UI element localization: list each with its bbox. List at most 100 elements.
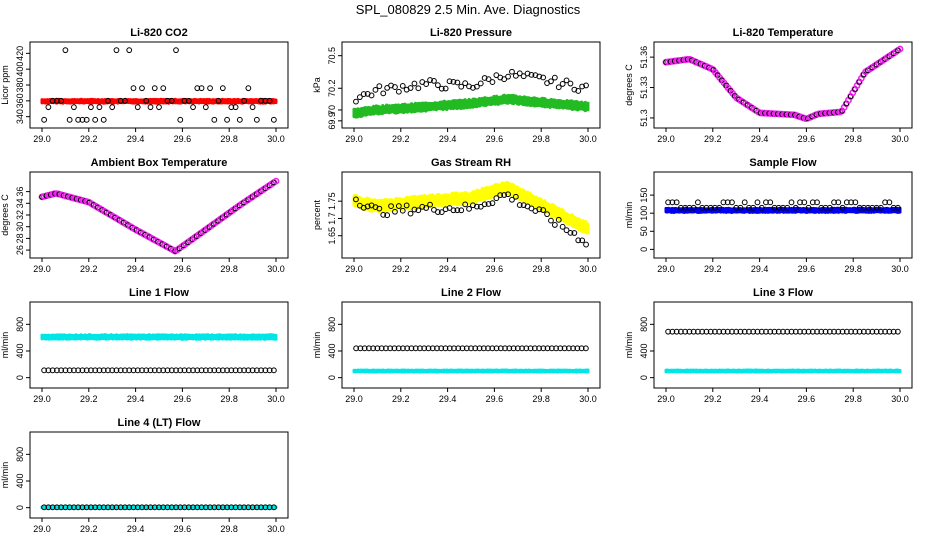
data-point [750, 328, 757, 335]
data-point [669, 199, 676, 206]
data-point [754, 328, 761, 335]
data-point [71, 367, 77, 374]
data-point [147, 504, 154, 511]
data-point [512, 193, 519, 200]
data-point [395, 345, 402, 352]
y-axis-label: percent [312, 199, 322, 230]
data-point [181, 504, 188, 511]
data-point [215, 367, 222, 374]
data-point [272, 177, 280, 185]
x-tick-label: 29.8 [532, 134, 550, 144]
data-point [49, 504, 56, 511]
data-point [559, 223, 566, 230]
data-point [353, 345, 360, 352]
data-point [361, 345, 368, 352]
x-tick-label: 29.6 [486, 394, 504, 404]
data-point [241, 504, 247, 511]
y-tick-label: 70.2 [327, 79, 337, 97]
data-point [376, 205, 383, 212]
series-black [41, 47, 277, 123]
data-point [266, 504, 273, 511]
data-point [228, 367, 235, 374]
data-point [202, 367, 209, 374]
data-point [130, 504, 137, 511]
data-point [160, 367, 167, 374]
data-point [473, 203, 480, 210]
data-point [548, 78, 554, 85]
y-tick-label: 420 [15, 46, 25, 61]
data-point [544, 345, 551, 352]
x-tick-label: 29.6 [486, 134, 504, 144]
data-point [446, 345, 453, 352]
data-point [839, 204, 846, 211]
data-point [877, 328, 884, 335]
data-point [462, 201, 469, 208]
data-point [79, 504, 86, 511]
series-cyan [40, 333, 278, 341]
y-tick-label: 800 [15, 317, 25, 332]
data-point [75, 367, 82, 374]
data-point [582, 345, 589, 352]
y-tick-label: 70 [327, 105, 337, 115]
data-point [528, 71, 535, 78]
x-tick-label: 29.8 [220, 524, 238, 534]
x-tick-label: 29.8 [532, 264, 550, 274]
data-point [224, 367, 230, 374]
data-point [540, 74, 547, 81]
data-point [835, 328, 842, 335]
data-point [559, 81, 566, 87]
data-point [360, 91, 367, 97]
data-point [62, 367, 69, 374]
data-point [792, 204, 799, 211]
data-point [164, 504, 171, 511]
series-black [353, 345, 589, 352]
data-point [62, 504, 69, 511]
data-point [177, 116, 184, 123]
chart-title: Line 4 (LT) Flow [118, 417, 201, 429]
data-point [190, 504, 196, 511]
chart-title: Line 2 Flow [441, 287, 501, 299]
x-tick-label: 29.2 [392, 394, 410, 404]
x-tick-label: 29.0 [33, 524, 51, 534]
y-tick-label: 800 [327, 317, 337, 332]
data-point [583, 82, 589, 89]
data-point [712, 328, 718, 335]
data-point [458, 83, 465, 90]
data-point [894, 204, 901, 211]
x-tick-label: 29.6 [174, 264, 192, 274]
y-tick-label: 0 [327, 375, 337, 380]
data-point [109, 104, 116, 111]
data-point [805, 204, 812, 211]
data-point [96, 104, 103, 111]
data-point [113, 47, 120, 54]
data-point [438, 345, 445, 352]
data-point [848, 199, 854, 206]
data-point [356, 94, 363, 101]
data-point [431, 78, 437, 84]
data-point [58, 97, 65, 104]
data-point [489, 79, 496, 85]
data-point [270, 504, 277, 511]
data-point [805, 328, 812, 335]
data-point [567, 229, 574, 236]
x-tick-label: 29.6 [798, 394, 816, 404]
data-point [198, 85, 205, 92]
data-point [720, 199, 727, 206]
y-tick-label: 34 [15, 198, 25, 208]
data-point [202, 504, 209, 511]
y-tick-label: 28 [15, 233, 25, 243]
data-point [574, 345, 581, 352]
chart-title: Li-820 Temperature [733, 27, 834, 39]
x-tick-label: 29.0 [657, 134, 675, 144]
data-point [126, 47, 133, 54]
y-tick-label: 1.75 [327, 192, 337, 210]
data-point [232, 504, 239, 511]
data-point [438, 85, 445, 92]
x-tick-label: 29.2 [80, 264, 98, 274]
series-black [41, 367, 277, 374]
data-point [555, 84, 562, 91]
data-point [886, 199, 893, 206]
data-point [66, 116, 73, 123]
data-point [877, 204, 884, 211]
data-point [427, 201, 433, 208]
